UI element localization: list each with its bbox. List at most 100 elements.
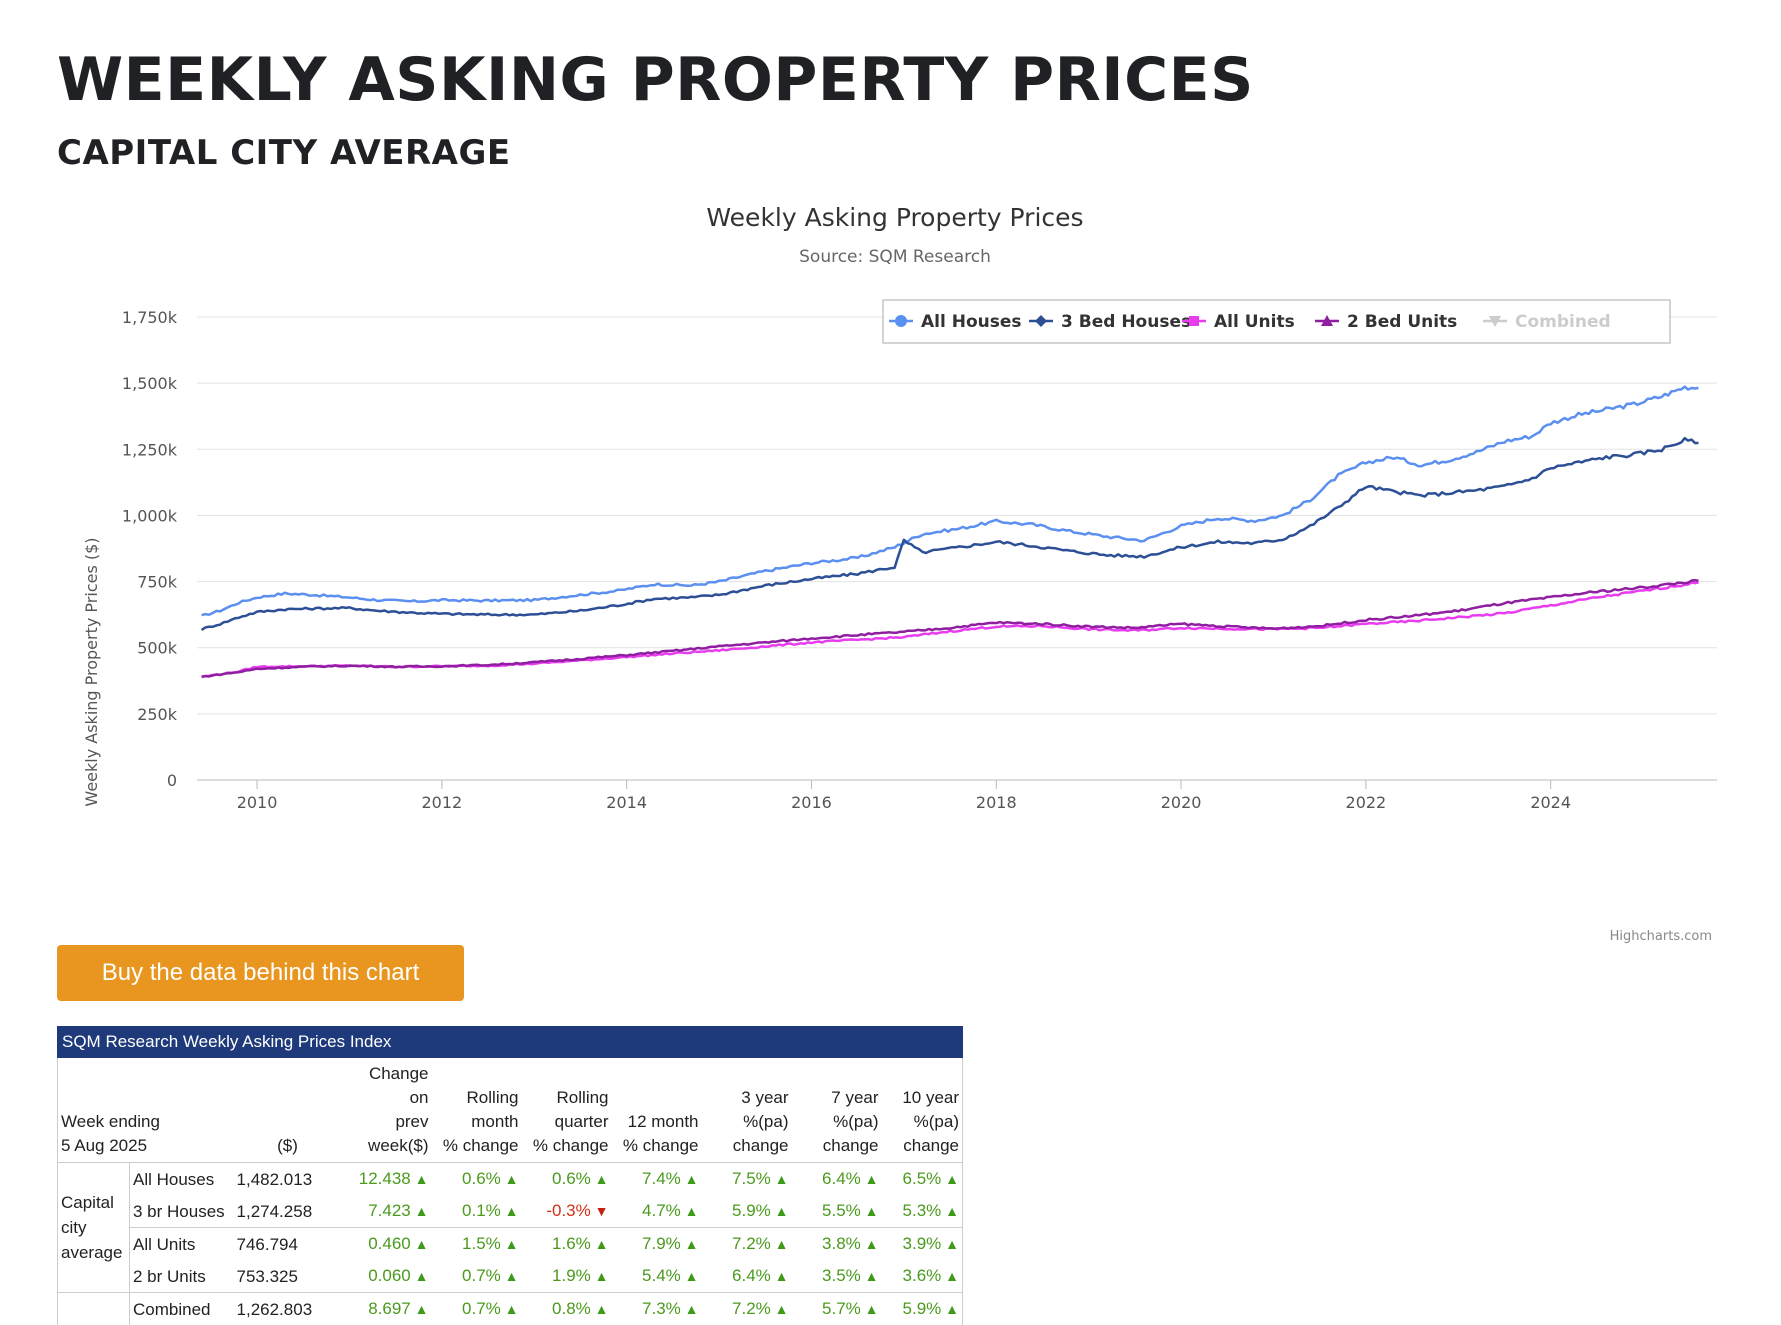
change-value-up: 5.3% (903, 1201, 960, 1220)
change-value-up: 0.460 (368, 1234, 428, 1253)
row-price: 746.794 (234, 1228, 342, 1261)
row-price: 1,262.803 (234, 1293, 342, 1325)
region-label-line: average (61, 1243, 122, 1262)
change-value-up: 0.060 (368, 1266, 428, 1285)
x-tick-label: 2018 (976, 793, 1017, 812)
change-value-up: 4.7% (642, 1201, 699, 1220)
header-line: month (471, 1112, 518, 1131)
change-cell: 6.5% (882, 1163, 963, 1196)
header-line: change (903, 1136, 959, 1155)
change-value-up: 1.5% (462, 1234, 519, 1253)
week-ending-label: Week ending (61, 1112, 160, 1131)
y-tick-label: 500k (137, 639, 178, 658)
region-spacer (58, 1293, 130, 1325)
change-cell: 7.5% (702, 1163, 792, 1196)
change-cell: 3.8% (792, 1228, 882, 1261)
header-line: %(pa) (743, 1112, 788, 1131)
x-tick-label: 2016 (791, 793, 832, 812)
change-value-up: 6.4% (732, 1266, 789, 1285)
chart-credit[interactable]: Highcharts.com (1610, 929, 1712, 944)
x-tick-label: 2010 (237, 793, 278, 812)
header-line: change (823, 1136, 879, 1155)
row-name: All Houses (130, 1163, 234, 1196)
buy-data-button[interactable]: Buy the data behind this chart (57, 945, 464, 1001)
change-cell: 5.9% (882, 1293, 963, 1325)
change-cell: -0.3% (522, 1195, 612, 1228)
header-line: % change (623, 1136, 699, 1155)
change-value-up: 8.697 (368, 1299, 428, 1318)
change-value-up: 1.6% (552, 1234, 609, 1253)
series-line-2-bed-units[interactable] (202, 580, 1699, 676)
change-value-up: 6.5% (903, 1169, 960, 1188)
legend-label: 2 Bed Units (1347, 312, 1457, 332)
header-line: prev (395, 1112, 428, 1131)
header-line: 7 year (831, 1088, 878, 1107)
y-axis-title: Weekly Asking Property Prices ($) (82, 537, 101, 806)
chart-container: Weekly Asking Property Prices Source: SQ… (57, 190, 1717, 950)
page-title: WEEKLY ASKING PROPERTY PRICES (57, 50, 1254, 110)
header-line: 10 year (902, 1088, 959, 1107)
change-cell: 7.423 (342, 1195, 432, 1228)
change-value-up: 0.1% (462, 1201, 519, 1220)
row-price: 1,274.258 (234, 1195, 342, 1228)
legend-marker-circle-icon (895, 315, 907, 327)
y-tick-label: 750k (137, 573, 178, 592)
change-value-up: 7.5% (732, 1169, 789, 1188)
change-value-down: -0.3% (546, 1201, 608, 1220)
x-tick-label: 2012 (422, 793, 463, 812)
change-cell: 0.1% (432, 1195, 522, 1228)
change-cell: 7.4% (612, 1163, 702, 1196)
change-cell: 8.697 (342, 1293, 432, 1325)
region-label-line: Capital (61, 1193, 114, 1212)
row-name: 3 br Houses (130, 1195, 234, 1228)
header-line: 3 year (741, 1088, 788, 1107)
change-cell: 1.5% (432, 1228, 522, 1261)
table-row: All Units746.7940.4601.5%1.6%7.9%7.2%3.8… (58, 1228, 963, 1261)
row-name: 2 br Units (130, 1260, 234, 1293)
header-line: change (733, 1136, 789, 1155)
change-cell: 7.3% (612, 1293, 702, 1325)
change-cell: 7.2% (702, 1293, 792, 1325)
change-cell: 5.3% (882, 1195, 963, 1228)
change-value-up: 7.3% (642, 1299, 699, 1318)
change-value-up: 5.5% (822, 1201, 879, 1220)
change-value-up: 7.2% (732, 1234, 789, 1253)
x-tick-label: 2024 (1530, 793, 1571, 812)
x-tick-label: 2022 (1346, 793, 1387, 812)
change-cell: 3.9% (882, 1228, 963, 1261)
change-value-up: 0.7% (462, 1299, 519, 1318)
table-row: Combined1,262.8038.6970.7%0.8%7.3%7.2%5.… (58, 1293, 963, 1325)
change-value-up: 5.4% (642, 1266, 699, 1285)
change-cell: 0.7% (432, 1260, 522, 1293)
change-value-up: 3.6% (903, 1266, 960, 1285)
y-tick-label: 1,750k (122, 308, 178, 327)
change-value-up: 5.7% (822, 1299, 879, 1318)
change-cell: 0.6% (432, 1163, 522, 1196)
change-value-up: 7.4% (642, 1169, 699, 1188)
header-line: % change (443, 1136, 519, 1155)
x-tick-label: 2014 (606, 793, 647, 812)
change-value-up: 0.8% (552, 1299, 609, 1318)
header-line: Rolling (557, 1088, 609, 1107)
change-value-up: 3.5% (822, 1266, 879, 1285)
change-value-up: 5.9% (903, 1299, 960, 1318)
header-line: quarter (555, 1112, 609, 1131)
y-tick-label: 1,000k (122, 506, 178, 525)
change-cell: 1.9% (522, 1260, 612, 1293)
series-line-all-houses[interactable] (202, 387, 1699, 616)
change-cell: 0.8% (522, 1293, 612, 1325)
y-tick-label: 0 (167, 771, 177, 790)
legend-label: 3 Bed Houses (1061, 312, 1191, 332)
legend-label: Combined (1515, 312, 1611, 332)
row-price: 753.325 (234, 1260, 342, 1293)
